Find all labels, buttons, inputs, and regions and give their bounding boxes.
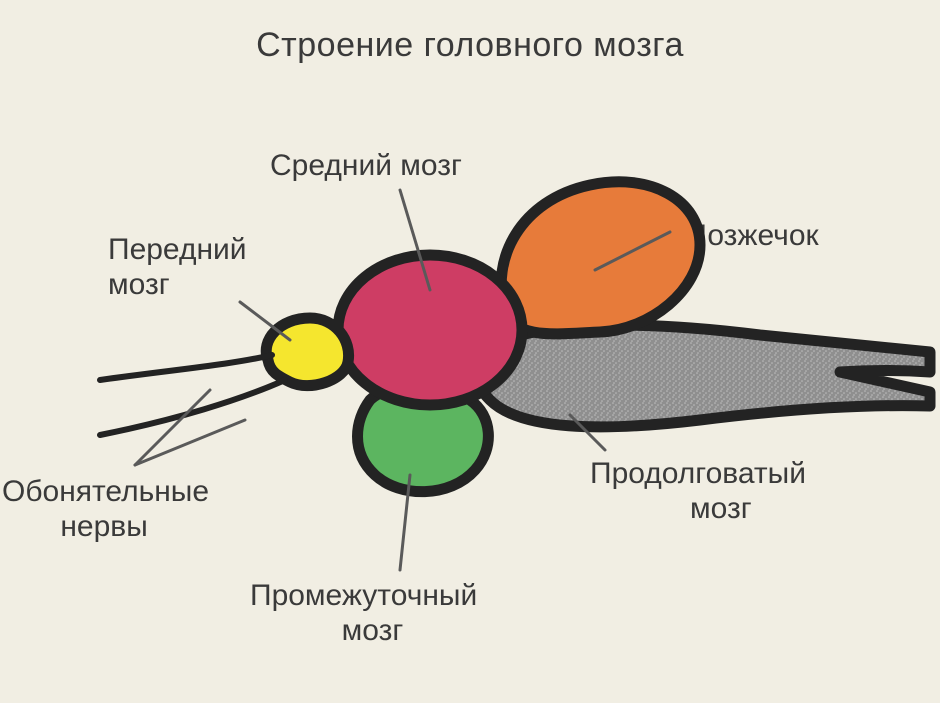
shape-cerebellum: [501, 182, 700, 334]
shape-midbrain: [338, 255, 522, 405]
leader-olfactory-b: [135, 420, 245, 465]
shape-forebrain: [266, 318, 348, 386]
brain-diagram: [0, 0, 940, 703]
shape-olfactory-nerve-upper: [100, 355, 272, 380]
shape-medulla: [474, 325, 930, 427]
